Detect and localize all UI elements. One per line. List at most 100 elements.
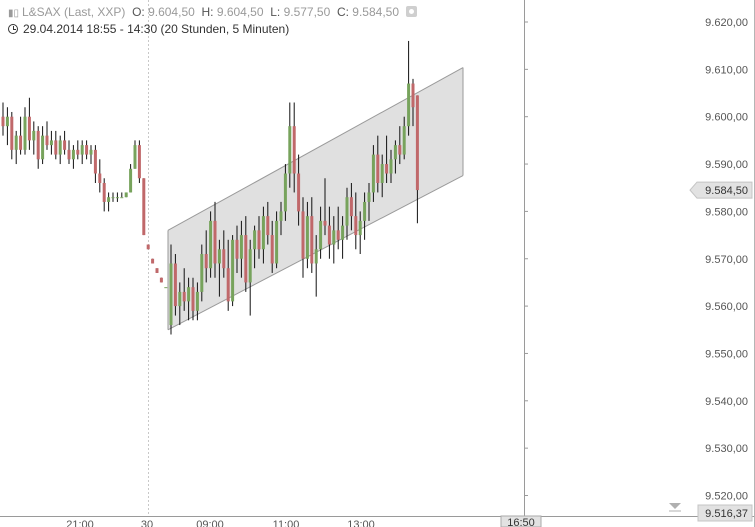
candle-body	[279, 211, 283, 221]
chart-header-period: 29.04.2014 18:55 - 14:30 (20 Stunden, 5 …	[8, 22, 289, 36]
candle-body	[288, 126, 292, 174]
y-axis-tick-label: 9.550,00	[705, 348, 748, 360]
ohlc-close-value: 9.584,50	[352, 5, 400, 19]
candle-body	[402, 126, 406, 155]
ohlc-high-value: 9.604,50	[216, 5, 264, 19]
candle-body	[142, 178, 146, 236]
candle-body	[63, 140, 67, 150]
candle-body	[27, 116, 31, 141]
candle-body	[195, 291, 199, 311]
candle-body	[89, 149, 93, 155]
ohlc-close-label: C:	[336, 5, 349, 19]
candle-body	[14, 135, 18, 150]
candle-body	[164, 287, 168, 289]
candle-body	[257, 230, 261, 250]
last-price-tag	[689, 181, 753, 199]
candle-body	[226, 268, 230, 302]
candle-body	[244, 235, 248, 283]
candle-body	[98, 173, 102, 183]
candle-body	[178, 291, 182, 307]
candle-body	[209, 220, 213, 269]
candle-body	[292, 126, 296, 174]
candle-body	[41, 135, 45, 160]
candle-body	[407, 83, 411, 127]
y-axis-tick-label: 9.580,00	[705, 206, 748, 218]
candle-body	[93, 149, 97, 174]
candle-body	[354, 216, 358, 236]
ohlc-low-value: 9.577,50	[283, 5, 331, 19]
candle-body	[411, 83, 415, 108]
candle-body	[10, 116, 14, 150]
candle-body	[213, 220, 217, 264]
candle-body	[217, 249, 221, 264]
candle-body	[314, 249, 318, 264]
candle-body	[23, 116, 27, 150]
candle-body	[341, 225, 345, 240]
x-axis-tick-label: 30	[141, 519, 153, 527]
candle-body	[301, 211, 305, 259]
candle-body	[253, 230, 257, 250]
ohlc-open-value: 9.604,50	[148, 5, 195, 19]
candle-body	[283, 173, 287, 212]
candle-body	[345, 197, 349, 226]
candle-body	[380, 164, 384, 183]
candle-body	[71, 149, 75, 160]
candle-body	[248, 249, 252, 283]
y-axis-tick-label: 9.590,00	[705, 159, 748, 171]
candle-body	[319, 220, 323, 250]
clock-icon	[8, 24, 18, 34]
period-text: 29.04.2014 18:55 - 14:30 (20 Stunden, 5 …	[23, 22, 290, 36]
candle-body	[45, 135, 49, 146]
candle-body	[367, 192, 371, 202]
scroll-down-icon[interactable]	[669, 503, 681, 509]
ohlc-high-label: H:	[201, 5, 214, 19]
candle-body	[200, 254, 204, 292]
candle-body	[332, 230, 336, 245]
last-price-label: 9.584,50	[705, 185, 748, 197]
candle-body	[182, 291, 186, 302]
candle-body	[187, 287, 191, 302]
candle-body	[358, 220, 362, 236]
candle-body	[102, 182, 106, 202]
candle-body	[270, 235, 274, 264]
candle-body	[235, 239, 239, 259]
candle-body	[363, 201, 367, 221]
candle-body	[155, 268, 159, 273]
candle-body	[371, 154, 375, 193]
instrument-name: L&SAX (Last, XXP)	[22, 5, 126, 19]
candle-body	[19, 135, 23, 150]
candle-body	[376, 154, 380, 183]
candle-body	[67, 149, 71, 160]
candlestick-icon: ▮▯	[8, 8, 20, 19]
candle-body	[239, 235, 243, 259]
candle-body	[1, 116, 5, 127]
candle-body	[169, 263, 173, 326]
ohlc-low-label: L:	[270, 5, 281, 19]
candle-body	[146, 244, 150, 250]
y-axis-tick-label: 9.570,00	[705, 254, 748, 266]
candle-body	[107, 197, 111, 202]
cursor-time-label: 16:50	[507, 517, 535, 527]
candle-body	[231, 239, 235, 302]
y-axis-tick-label: 9.620,00	[705, 17, 748, 29]
candle-body	[129, 168, 133, 193]
candle-body	[76, 149, 80, 155]
y-axis-tick-label: 9.530,00	[705, 443, 748, 455]
candle-body	[305, 216, 309, 259]
candle-body	[385, 164, 389, 174]
candle-body	[204, 254, 208, 269]
candle-body	[49, 140, 53, 146]
cursor-time-tag	[500, 515, 542, 527]
candle-body	[261, 216, 265, 250]
candle-body	[173, 263, 177, 307]
candle-body	[137, 145, 141, 179]
x-axis-tick-label: 09:00	[196, 519, 224, 527]
candle-body	[266, 216, 270, 236]
settings-icon[interactable]	[406, 6, 418, 17]
candle-body	[54, 140, 58, 155]
x-axis-tick-label: 13:00	[347, 519, 375, 527]
candle-body	[389, 159, 393, 174]
candle-body	[80, 145, 84, 155]
candle-body	[393, 145, 397, 160]
